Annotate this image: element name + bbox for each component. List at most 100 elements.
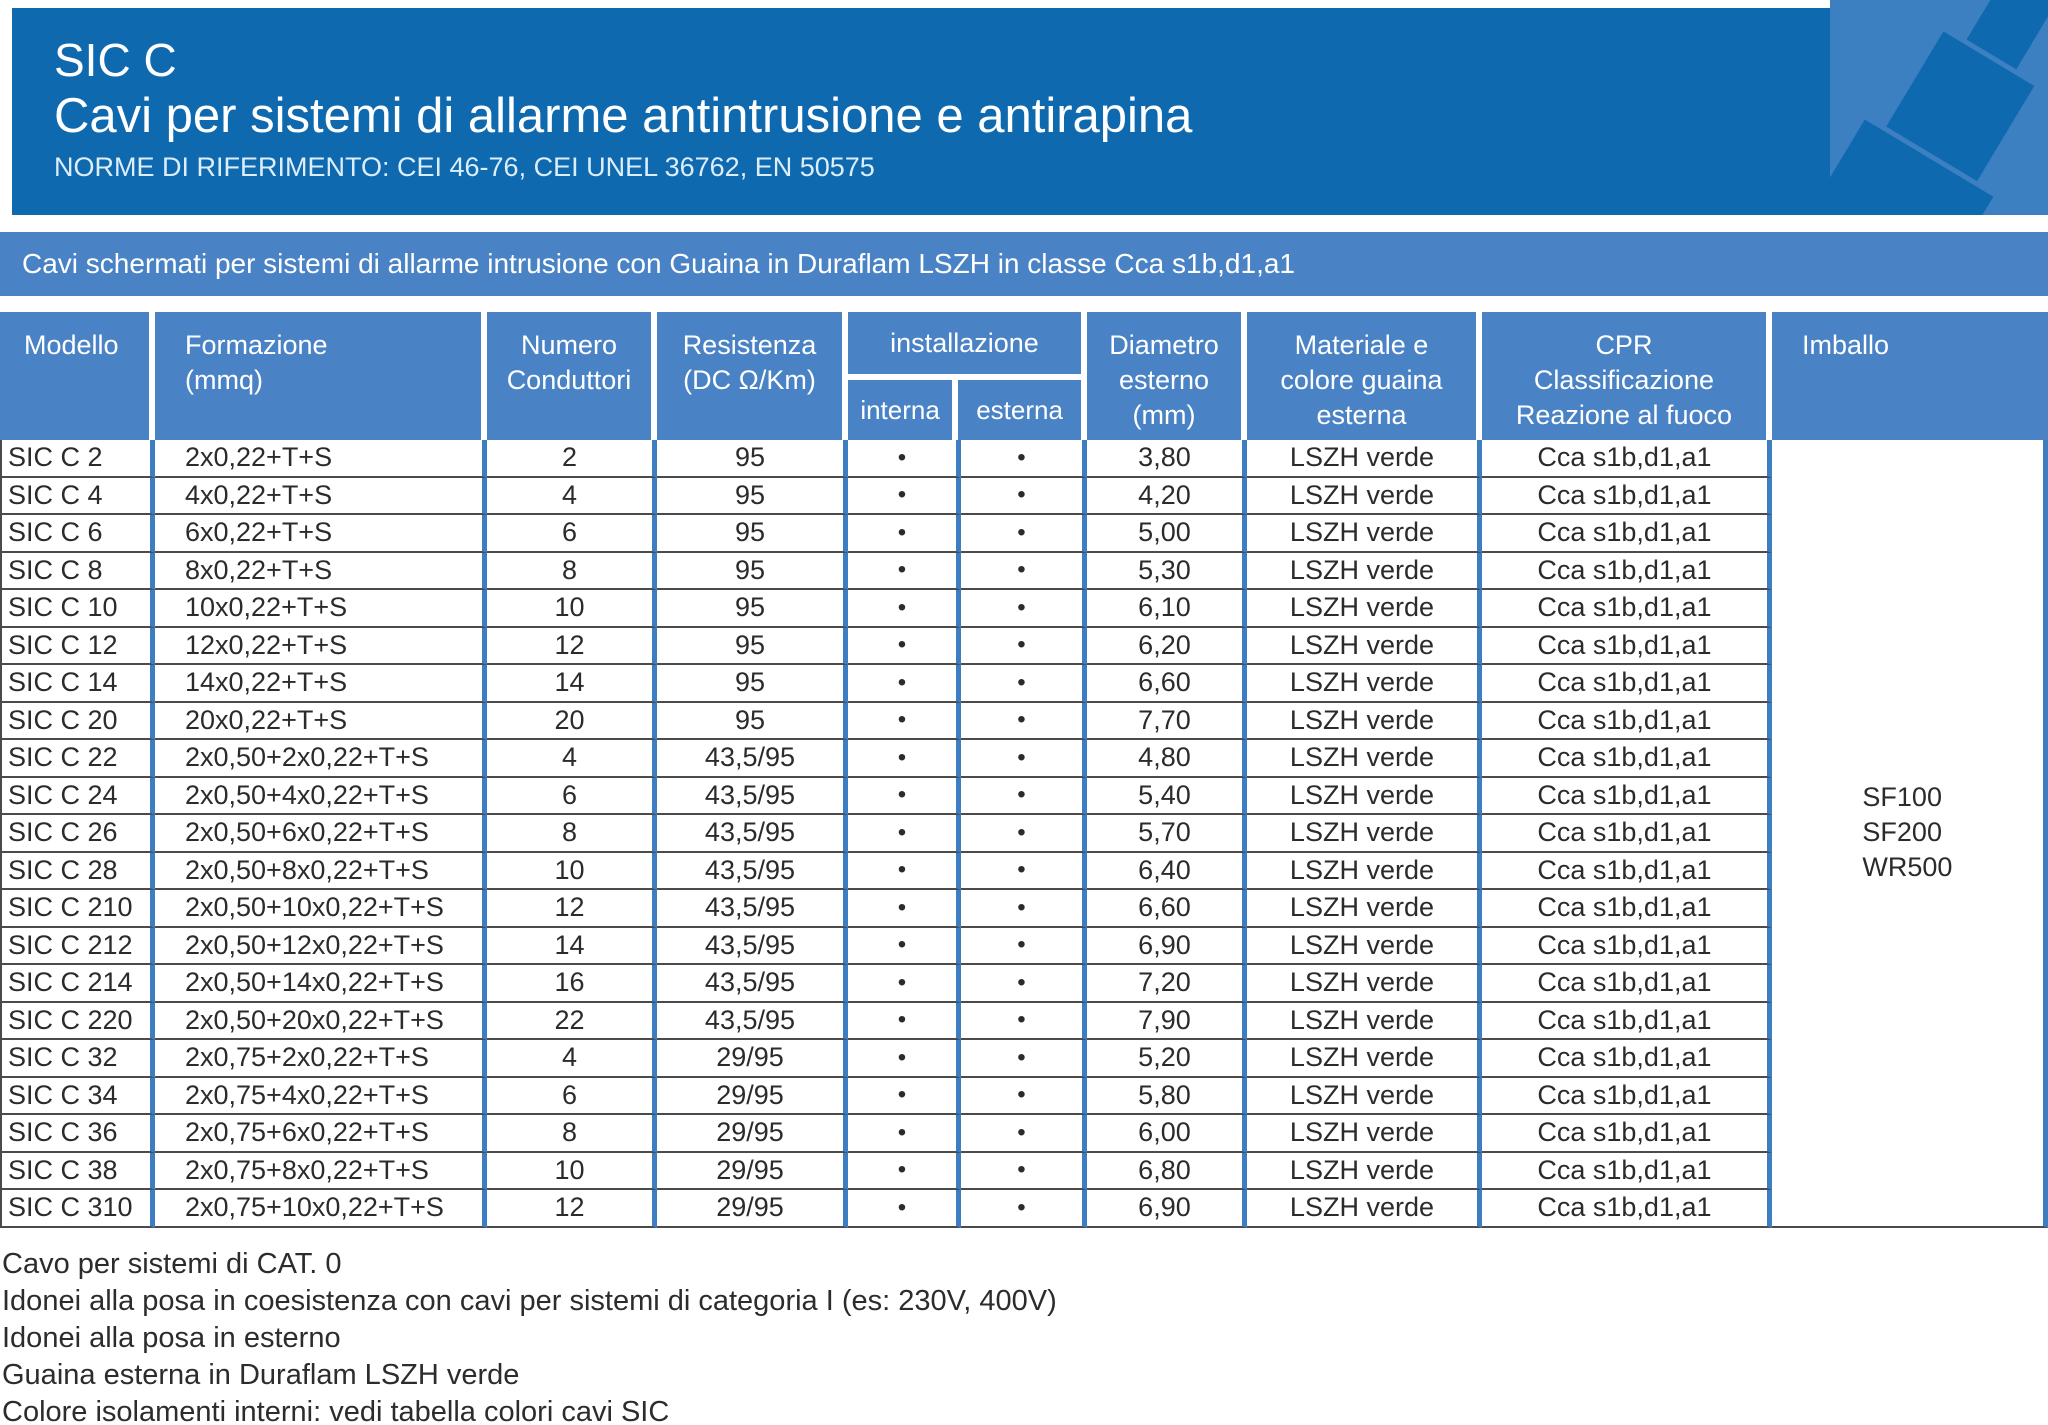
cell-cpr: Cca s1b,d1,a1 <box>1481 740 1772 778</box>
imballo-value: WR500 <box>1862 852 1953 883</box>
cell-model: SIC C 4 <box>0 477 155 515</box>
cell-conductors: 22 <box>486 1002 657 1040</box>
cell-interna: • <box>847 1077 961 1115</box>
cell-conductors: 8 <box>486 1115 657 1153</box>
cell-cpr: Cca s1b,d1,a1 <box>1481 552 1772 590</box>
cell-model: SIC C 34 <box>0 1077 155 1115</box>
cell-sheath: LSZH verde <box>1246 965 1482 1003</box>
cell-formation: 8x0,22+T+S <box>154 552 487 590</box>
cell-resistance: 43,5/95 <box>656 852 848 890</box>
cell-conductors: 8 <box>486 552 657 590</box>
cell-cpr: Cca s1b,d1,a1 <box>1481 1040 1772 1078</box>
cell-interna: • <box>847 477 961 515</box>
cell-model: SIC C 10 <box>0 590 155 628</box>
cell-interna: • <box>847 665 961 703</box>
cell-model: SIC C 12 <box>0 627 155 665</box>
cell-esterna: • <box>960 477 1087 515</box>
col-header-cpr: CPR Classificazione Reazione al fuoco <box>1481 312 1772 440</box>
cell-conductors: 10 <box>486 590 657 628</box>
cell-cpr: Cca s1b,d1,a1 <box>1481 440 1772 478</box>
cell-cpr: Cca s1b,d1,a1 <box>1481 1115 1772 1153</box>
cell-sheath: LSZH verde <box>1246 665 1482 703</box>
cell-sheath: LSZH verde <box>1246 1190 1482 1228</box>
cell-sheath: LSZH verde <box>1246 740 1482 778</box>
cell-interna: • <box>847 1152 961 1190</box>
cable-logo-icon <box>1830 0 2048 215</box>
cell-formation: 2x0,75+4x0,22+T+S <box>154 1077 487 1115</box>
cell-model: SIC C 8 <box>0 552 155 590</box>
cell-formation: 2x0,50+20x0,22+T+S <box>154 1002 487 1040</box>
note-line: Guaina esterna in Duraflam LSZH verde <box>2 1359 520 1391</box>
col-header-formazione: Formazione (mmq) <box>154 312 487 440</box>
cell-esterna: • <box>960 777 1087 815</box>
cell-interna: • <box>847 515 961 553</box>
cell-sheath: LSZH verde <box>1246 1002 1482 1040</box>
cell-resistance: 43,5/95 <box>656 890 848 928</box>
cell-cpr: Cca s1b,d1,a1 <box>1481 927 1772 965</box>
cell-esterna: • <box>960 1190 1087 1228</box>
col-header-diametro: Diametro esterno (mm) <box>1086 312 1247 440</box>
col-group-installazione: installazione interna esterna <box>847 312 1087 440</box>
cell-model: SIC C 214 <box>0 965 155 1003</box>
cell-interna: • <box>847 852 961 890</box>
cell-diameter: 5,80 <box>1086 1077 1247 1115</box>
cell-conductors: 12 <box>486 1190 657 1228</box>
cell-formation: 2x0,50+6x0,22+T+S <box>154 815 487 853</box>
cell-diameter: 6,80 <box>1086 1152 1247 1190</box>
cell-diameter: 5,30 <box>1086 552 1247 590</box>
cell-interna: • <box>847 552 961 590</box>
cell-resistance: 95 <box>656 702 848 740</box>
cell-diameter: 6,10 <box>1086 590 1247 628</box>
page-title: Cavi per sistemi di allarme antintrusion… <box>54 88 1193 143</box>
cell-esterna: • <box>960 1115 1087 1153</box>
cell-resistance: 43,5/95 <box>656 1002 848 1040</box>
cell-esterna: • <box>960 665 1087 703</box>
cell-sheath: LSZH verde <box>1246 1040 1482 1078</box>
cell-sheath: LSZH verde <box>1246 590 1482 628</box>
cell-sheath: LSZH verde <box>1246 852 1482 890</box>
cell-sheath: LSZH verde <box>1246 1077 1482 1115</box>
cell-resistance: 43,5/95 <box>656 815 848 853</box>
cell-conductors: 10 <box>486 1152 657 1190</box>
cell-cpr: Cca s1b,d1,a1 <box>1481 890 1772 928</box>
cell-interna: • <box>847 1190 961 1228</box>
cell-conductors: 4 <box>486 740 657 778</box>
imballo-merged-cell: SF100 SF200 WR500 <box>1771 440 2048 1228</box>
cell-resistance: 95 <box>656 552 848 590</box>
cell-interna: • <box>847 965 961 1003</box>
col-header-resistenza: Resistenza (DC Ω/Km) <box>656 312 848 440</box>
cell-diameter: 7,20 <box>1086 965 1247 1003</box>
cell-esterna: • <box>960 515 1087 553</box>
cell-conductors: 6 <box>486 1077 657 1115</box>
cell-esterna: • <box>960 702 1087 740</box>
col-header-installazione: installazione <box>847 312 1081 380</box>
cell-model: SIC C 22 <box>0 740 155 778</box>
cell-interna: • <box>847 777 961 815</box>
cell-resistance: 43,5/95 <box>656 777 848 815</box>
cell-cpr: Cca s1b,d1,a1 <box>1481 702 1772 740</box>
cell-model: SIC C 2 <box>0 440 155 478</box>
cell-diameter: 3,80 <box>1086 440 1247 478</box>
cell-sheath: LSZH verde <box>1246 702 1482 740</box>
cell-conductors: 6 <box>486 777 657 815</box>
cell-interna: • <box>847 590 961 628</box>
col-header-materiale: Materiale e colore guaina esterna <box>1246 312 1482 440</box>
cell-sheath: LSZH verde <box>1246 927 1482 965</box>
cell-interna: • <box>847 440 961 478</box>
cell-diameter: 6,60 <box>1086 665 1247 703</box>
reference-norms: NORME DI RIFERIMENTO: CEI 46-76, CEI UNE… <box>54 151 875 182</box>
cell-conductors: 20 <box>486 702 657 740</box>
cell-model: SIC C 220 <box>0 1002 155 1040</box>
cell-esterna: • <box>960 965 1087 1003</box>
cell-diameter: 6,60 <box>1086 890 1247 928</box>
cell-model: SIC C 6 <box>0 515 155 553</box>
cell-esterna: • <box>960 927 1087 965</box>
cell-diameter: 5,00 <box>1086 515 1247 553</box>
cell-diameter: 6,40 <box>1086 852 1247 890</box>
cell-esterna: • <box>960 590 1087 628</box>
cell-cpr: Cca s1b,d1,a1 <box>1481 777 1772 815</box>
cell-resistance: 95 <box>656 665 848 703</box>
cell-resistance: 29/95 <box>656 1190 848 1228</box>
cell-diameter: 6,90 <box>1086 927 1247 965</box>
